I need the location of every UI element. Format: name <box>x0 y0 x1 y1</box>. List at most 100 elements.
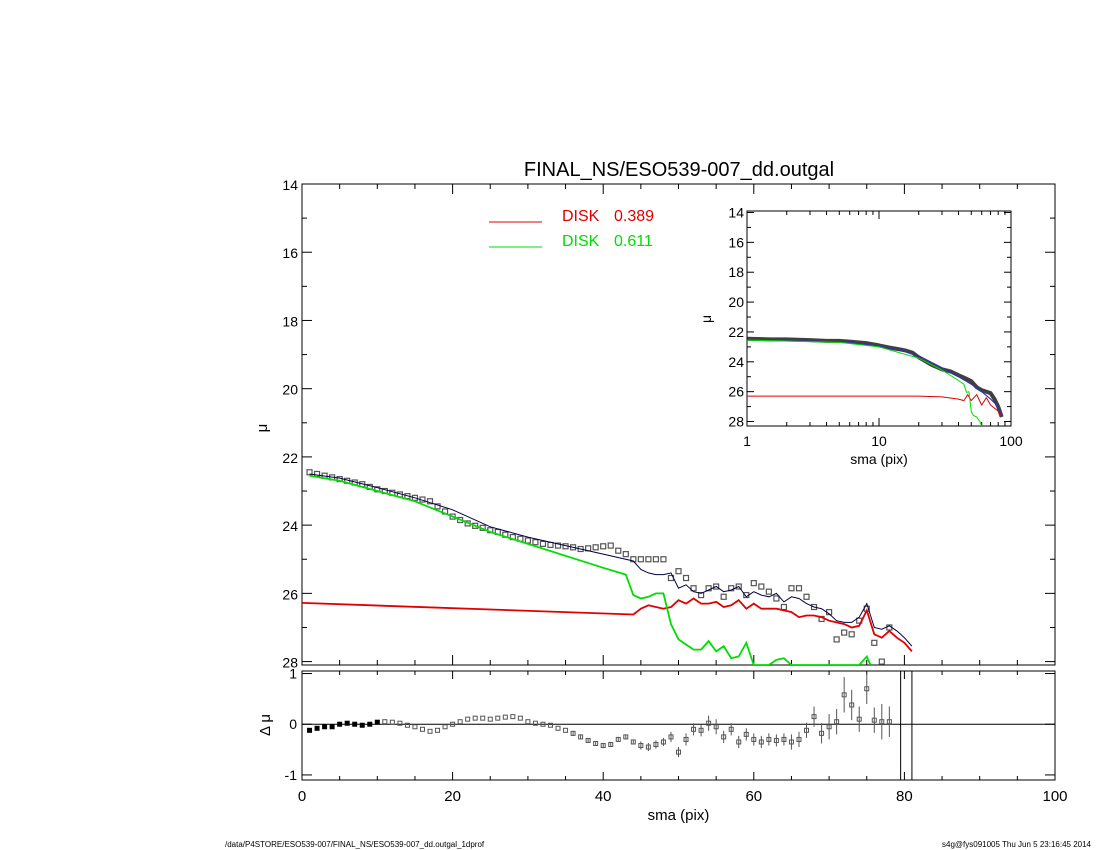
residual-data-point <box>683 736 689 742</box>
residual-data-point <box>359 722 365 728</box>
residual-data-point <box>766 736 772 742</box>
main-disk-line <box>302 597 913 652</box>
inset-y-tick-label: 18 <box>728 264 744 280</box>
residual-data-point <box>804 727 810 733</box>
main-data-point <box>532 539 539 546</box>
main-data-point <box>682 574 690 582</box>
main-title: FINAL_NS/ESO539-007_dd.outgal <box>524 159 834 181</box>
residual-data-point <box>638 743 644 749</box>
residual-data-point <box>307 727 313 733</box>
main-data-point <box>788 585 795 592</box>
residual-data-point <box>404 722 410 728</box>
residual-data-point <box>525 719 531 725</box>
residual-plot-frame <box>301 670 1056 781</box>
residual-data-point <box>389 719 395 725</box>
residual-data-point <box>864 686 870 692</box>
main-chart: 14 16 18 20 22 24 26 28 μ DISK 0.389 DISK 0.611 <box>254 177 1056 671</box>
main-data-point <box>615 547 622 554</box>
residual-data-point <box>329 724 335 730</box>
residual-data-point <box>578 734 584 740</box>
footer-file-path: /data/P4STORE/ESO539-007/FINAL_NS/ESO539… <box>225 840 485 849</box>
main-data-point <box>472 522 479 529</box>
inset-y-tick-label: 16 <box>728 234 744 250</box>
residual-data-point <box>472 715 478 721</box>
main-data-point <box>750 580 757 587</box>
residual-data-point <box>322 724 328 730</box>
residual-data-point <box>773 737 779 743</box>
residual-data-point <box>826 724 832 730</box>
main-data-point <box>765 588 772 595</box>
residual-x-tick-label: 40 <box>595 788 612 805</box>
main-data-point <box>592 544 599 551</box>
residual-data-point <box>668 734 674 740</box>
residual-data-point <box>563 727 569 733</box>
legend-label: DISK <box>562 208 600 225</box>
residual-data-point <box>758 739 764 745</box>
residual-data-point <box>811 714 817 720</box>
main-data-point <box>524 537 532 544</box>
main-data-point <box>728 585 735 592</box>
inset-y-axis-label: μ <box>698 315 714 323</box>
residual-data-point <box>540 721 546 727</box>
residual-data-point <box>834 719 840 725</box>
residual-data-point <box>450 721 456 727</box>
main-data-point <box>705 585 712 592</box>
residual-data-point <box>435 727 441 733</box>
main-data-point <box>675 568 682 575</box>
residual-data-point <box>352 721 358 727</box>
residual-data-point <box>427 728 433 734</box>
residual-x-tick-label: 80 <box>896 788 913 805</box>
main-data-point <box>810 603 818 611</box>
residual-data-point <box>314 725 320 731</box>
residual-data-point <box>442 724 448 730</box>
inset-y-tick-label: 14 <box>728 204 744 220</box>
legend-label: DISK <box>562 233 600 250</box>
residual-data-point <box>630 739 636 745</box>
residual-data-point <box>374 719 380 725</box>
main-data-point <box>848 631 855 638</box>
residual-data-point <box>502 714 508 720</box>
residual-data-point <box>517 715 523 721</box>
residual-x-tick-label: 60 <box>745 788 762 805</box>
main-y-tick-label: 16 <box>282 245 298 261</box>
residual-data-point <box>480 715 486 721</box>
residual-data-point <box>886 719 892 725</box>
residual-data-point <box>691 726 697 732</box>
inset-x-tick-label: 1 <box>743 433 751 449</box>
residual-data-point <box>788 739 794 745</box>
residual-data-point <box>615 736 621 742</box>
residual-data-point <box>457 719 463 725</box>
residual-data-point <box>570 730 576 736</box>
residual-data-point <box>367 721 373 727</box>
residual-plot-area <box>302 671 1055 780</box>
main-data-point <box>660 556 667 563</box>
residual-data-point <box>600 743 606 749</box>
main-data-point <box>426 498 434 505</box>
residual-data-point <box>871 717 877 723</box>
main-data-point <box>690 585 697 592</box>
inset-plot-area <box>747 336 1004 426</box>
main-data-point <box>539 540 547 547</box>
main-data-point <box>547 541 554 549</box>
main-data-point <box>411 494 419 501</box>
main-y-axis-label: μ <box>254 424 271 433</box>
residual-data-point <box>397 720 403 726</box>
inset-background <box>747 211 1011 426</box>
main-data-point <box>600 543 607 550</box>
residual-data-point <box>796 736 802 742</box>
residual-data-point <box>487 716 493 722</box>
inset-disk-line <box>747 339 983 426</box>
residual-data-point <box>676 749 681 755</box>
main-data-point <box>697 591 705 599</box>
residual-data-point <box>412 724 418 730</box>
residual-x-tick-label: 100 <box>1042 788 1067 805</box>
main-y-tick-label: 18 <box>282 313 298 329</box>
residual-data-point <box>781 736 787 742</box>
residual-y-tick-label: 1 <box>289 666 297 682</box>
residual-data-point <box>555 725 561 731</box>
inset-disk-line <box>747 394 1003 418</box>
main-data-point <box>720 593 727 600</box>
main-data-point <box>645 556 652 563</box>
main-data-point <box>871 639 878 646</box>
